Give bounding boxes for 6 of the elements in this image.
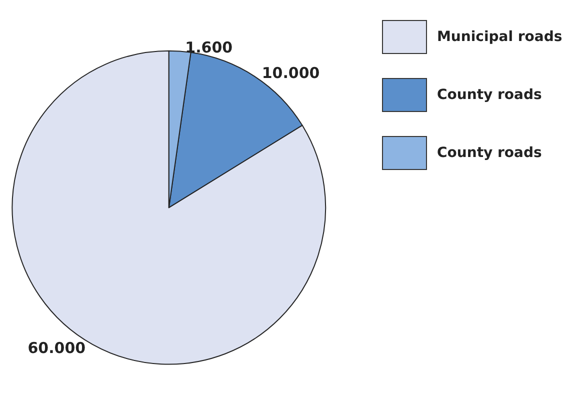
data-label: 60.000 bbox=[28, 338, 86, 357]
legend-label: Municipal roads bbox=[437, 29, 562, 45]
data-label: 10.000 bbox=[262, 64, 320, 82]
legend-label: County roads bbox=[437, 87, 542, 103]
data-label: 1.600 bbox=[185, 38, 233, 56]
legend-label: County roads bbox=[437, 145, 542, 161]
